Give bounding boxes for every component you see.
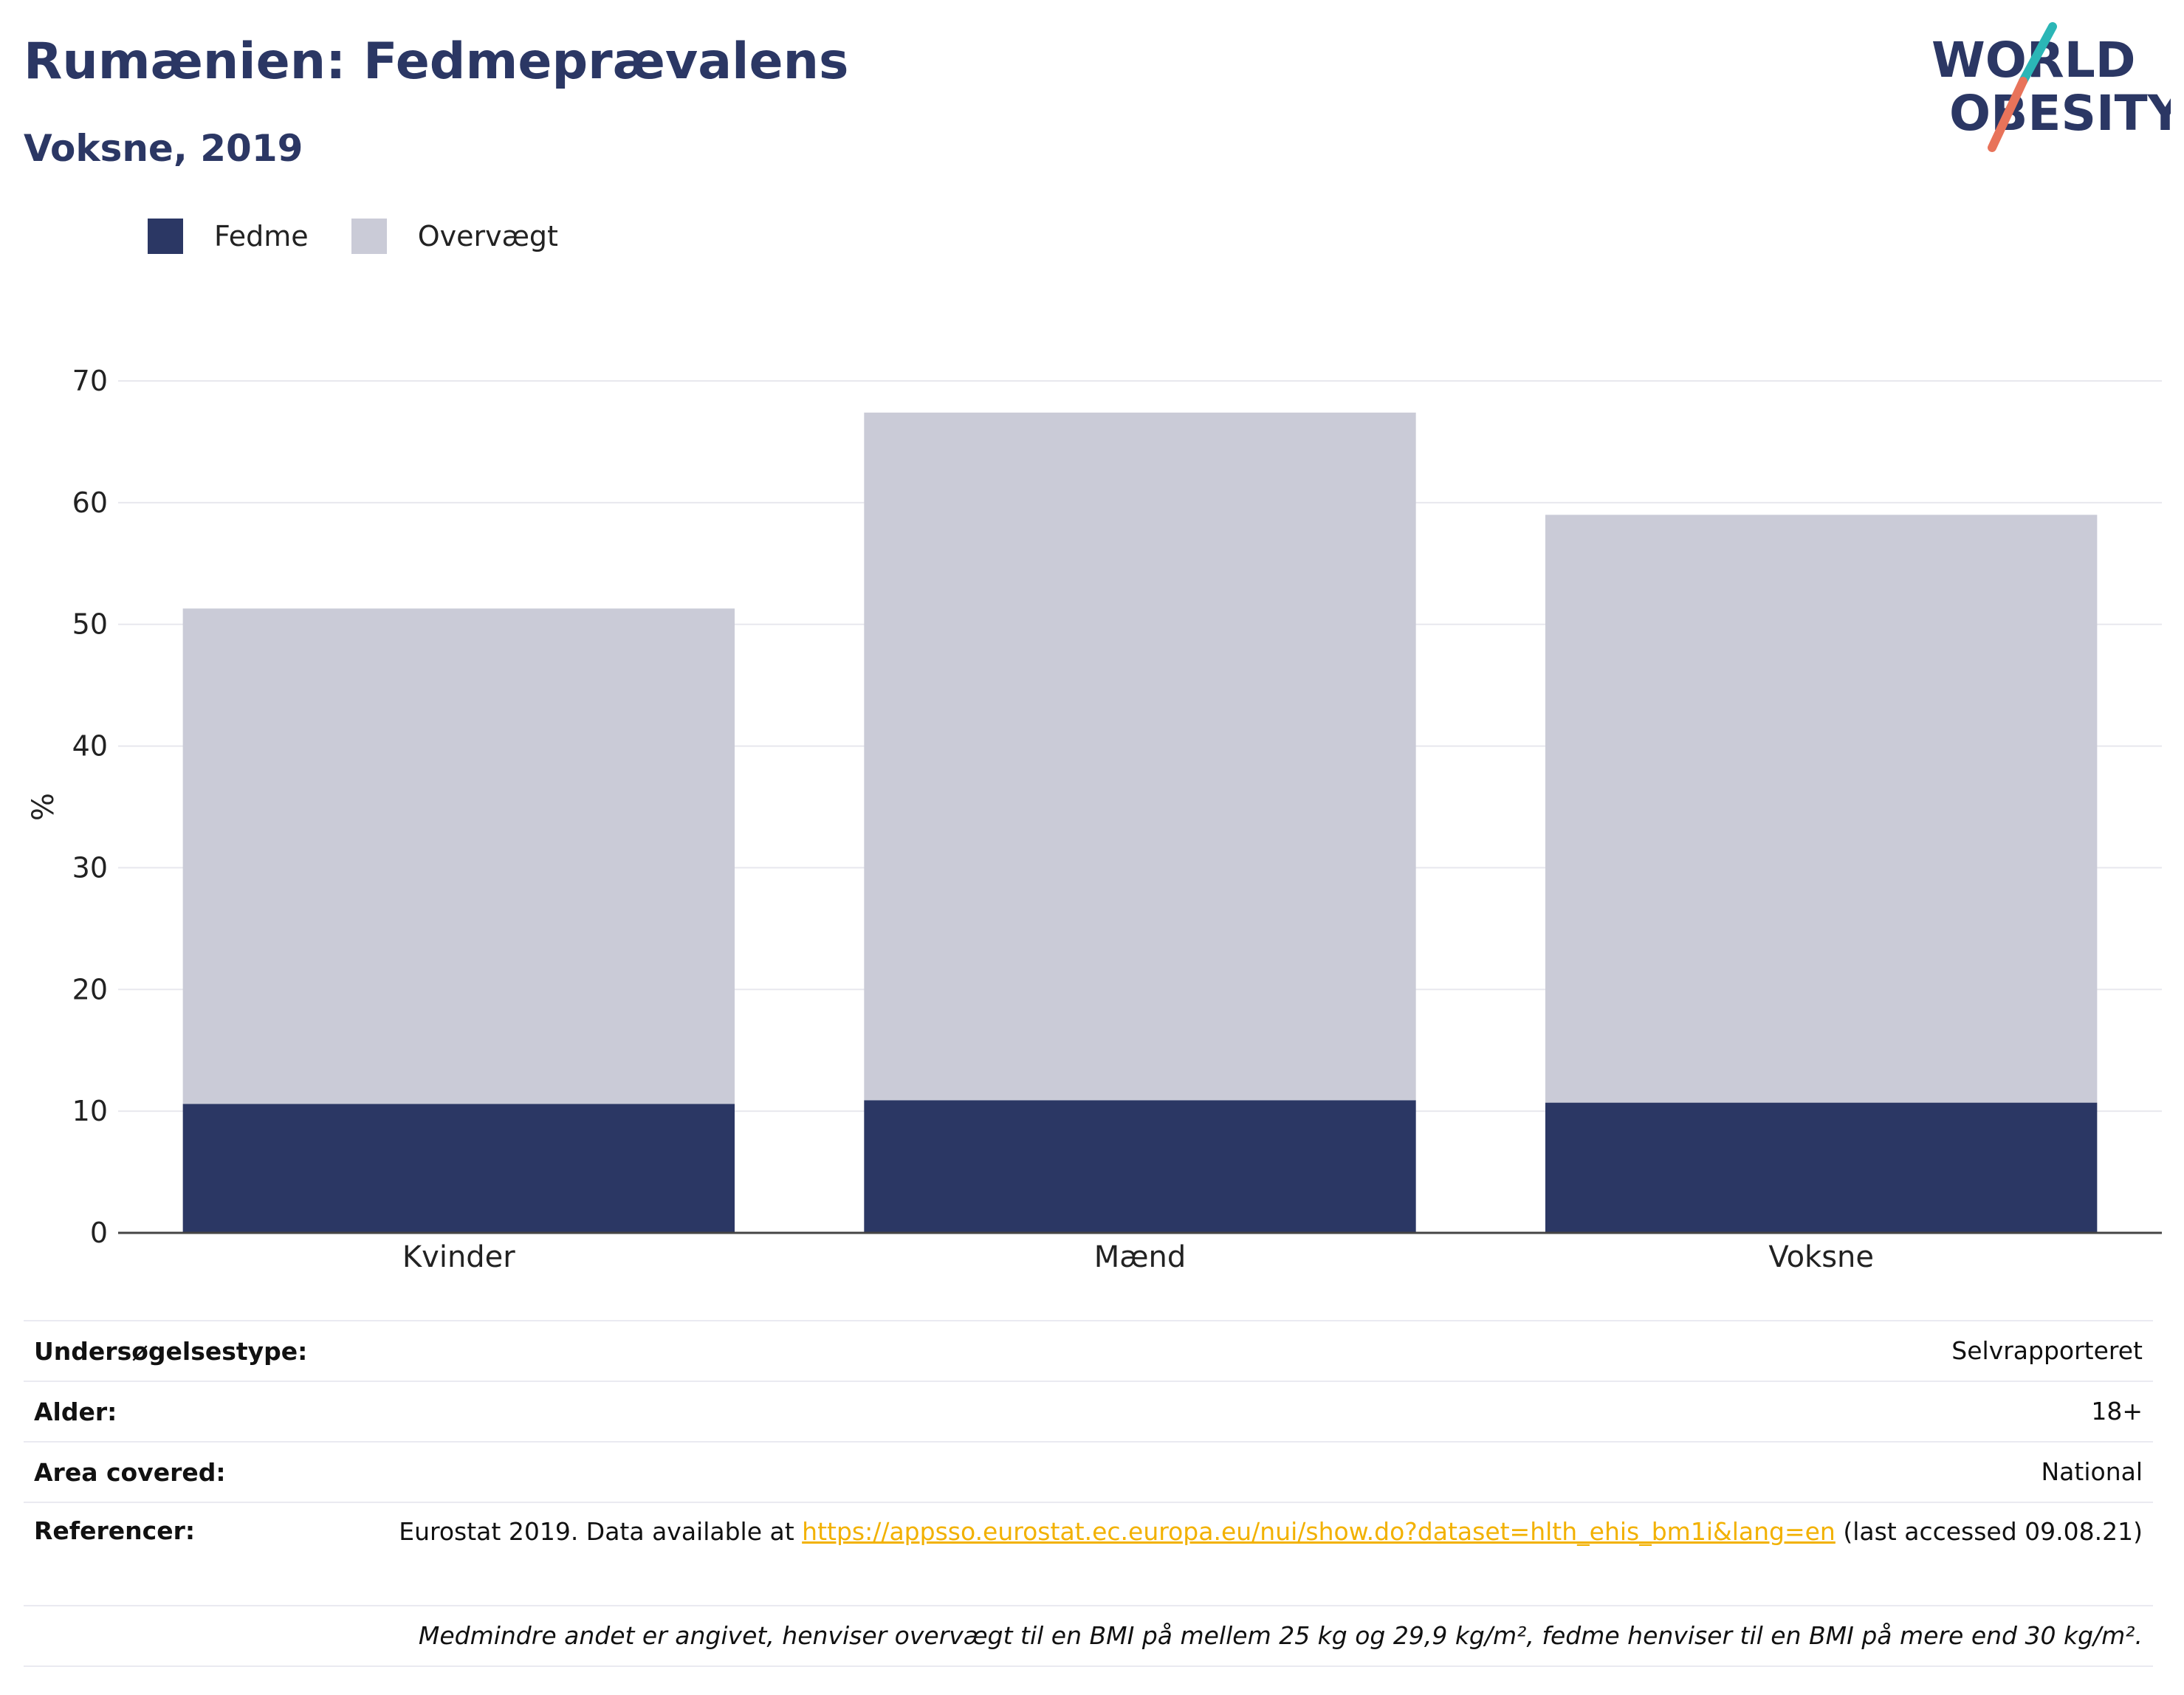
info-label: Area covered: (24, 1441, 329, 1502)
bar-overvaegt-1 (182, 608, 735, 1104)
info-value: Selvrapporteret (328, 1320, 2153, 1381)
y-tick-label: 0 (90, 1217, 108, 1249)
info-label: Undersøgelsestype: (24, 1320, 329, 1381)
info-value: National (328, 1441, 2153, 1502)
info-row-survey-type: Undersøgelsestype: Selvrapporteret (24, 1320, 2153, 1381)
bar-overvaegt-2 (864, 412, 1416, 1101)
y-tick-label: 60 (72, 487, 108, 519)
reference-prefix: Eurostat 2019. Data available at (399, 1517, 803, 1546)
y-tick-label: 30 (72, 851, 108, 884)
x-tick-label: Voksne (1768, 1240, 1874, 1274)
reference-suffix: (last accessed 09.08.21) (1835, 1517, 2143, 1546)
y-tick-label: 70 (72, 365, 108, 397)
bar-overvaegt-3 (1545, 515, 2098, 1103)
legend-label-overvaegt: Overvægt (417, 220, 558, 252)
logo-line2: OBESITY (1949, 85, 2171, 142)
y-tick-label: 40 (72, 730, 108, 763)
bar-fedme-3 (1545, 1102, 2098, 1233)
y-tick-label: 20 (72, 973, 108, 1005)
legend-item-fedme[interactable]: Fedme (148, 219, 309, 254)
info-row-references: Referencer: Eurostat 2019. Data availabl… (24, 1502, 2153, 1606)
footnote: Medmindre andet er angivet, henviser ove… (24, 1605, 2153, 1667)
x-tick-label: Mænd (1094, 1240, 1187, 1274)
bar-chart: 0 10 20 30 40 50 60 70% Kvinder Mænd Voksne (27, 365, 2162, 1274)
bar-fedme-1 (182, 1104, 735, 1233)
logo-slash-top (2019, 22, 2057, 86)
legend-swatch-overvaegt (351, 219, 387, 254)
page-title: Rumænien: Fedmeprævalens (24, 32, 849, 91)
y-axis-title: % (27, 793, 61, 821)
y-tick-label: 10 (72, 1095, 108, 1127)
y-tick-label: 50 (72, 608, 108, 641)
info-row-area: Area covered: National (24, 1441, 2153, 1502)
bar-fedme-2 (864, 1100, 1416, 1233)
logo-slash-bottom (1988, 77, 2027, 152)
world-obesity-logo: WORLD OBESITY (1931, 22, 2171, 152)
info-value: Eurostat 2019. Data available at https:/… (328, 1502, 2153, 1606)
info-row-age: Alder: 18+ (24, 1381, 2153, 1442)
legend-item-overvaegt[interactable]: Overvægt (351, 219, 558, 254)
chart-legend: Fedme Overvægt (148, 219, 601, 254)
info-row-note: Medmindre andet er angivet, henviser ove… (24, 1605, 2153, 1667)
x-tick-label: Kvinder (402, 1240, 515, 1274)
page-subtitle: Voksne, 2019 (24, 127, 303, 170)
info-table: Undersøgelsestype: Selvrapporteret Alder… (24, 1320, 2153, 1667)
legend-label-fedme: Fedme (214, 220, 309, 252)
info-label: Alder: (24, 1381, 329, 1442)
legend-swatch-fedme (148, 219, 183, 254)
info-label: Referencer: (24, 1502, 329, 1606)
reference-link[interactable]: https://appsso.eurostat.ec.europa.eu/nui… (802, 1517, 1836, 1546)
info-value: 18+ (328, 1381, 2153, 1442)
